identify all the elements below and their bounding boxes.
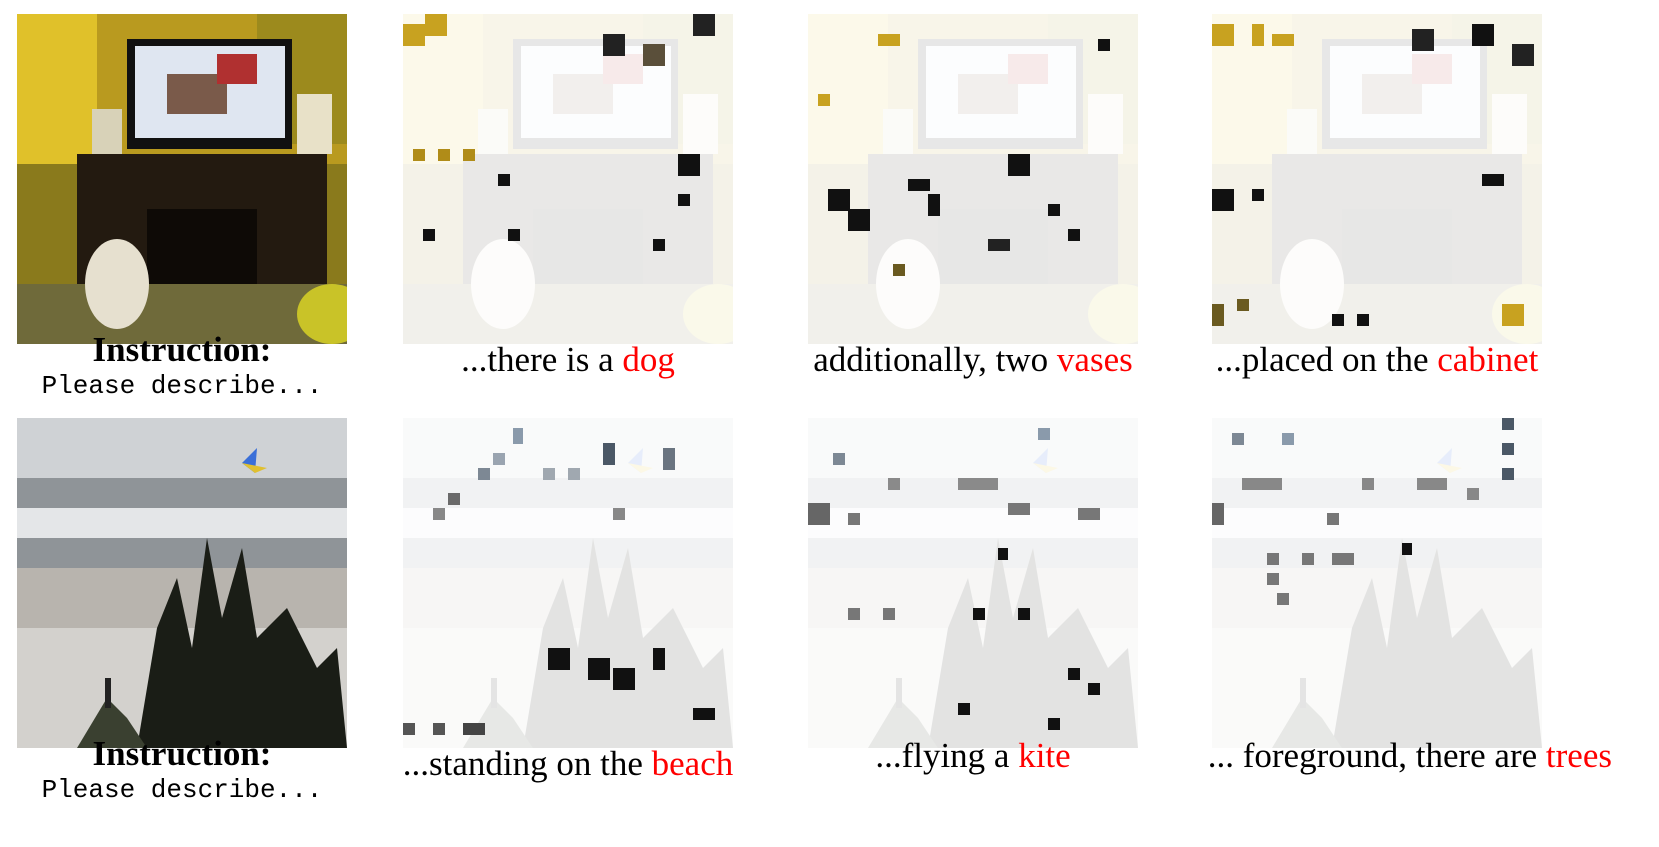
keyword-cabinet: cabinet bbox=[1437, 340, 1539, 379]
caption-cabinet: ...placed on the cabinet bbox=[1215, 340, 1539, 379]
masked-image-trees bbox=[1212, 418, 1542, 748]
keyword-dog: dog bbox=[622, 340, 675, 379]
masked-image-beach bbox=[403, 418, 733, 748]
instruction-title: Instruction: bbox=[92, 734, 272, 773]
keyword-beach: beach bbox=[651, 744, 734, 783]
masked-image-vases bbox=[808, 14, 1138, 344]
keyword-trees: trees bbox=[1545, 736, 1612, 775]
caption-beach: ...standing on the beach bbox=[402, 744, 734, 783]
masked-image-kite bbox=[808, 418, 1138, 748]
keyword-vases: vases bbox=[1056, 340, 1133, 379]
caption-vases: additionally, two vases bbox=[813, 340, 1133, 379]
instruction-title: Instruction: bbox=[92, 330, 272, 369]
original-image-beach bbox=[17, 418, 347, 748]
instruction-row-1: Instruction: Please describe... bbox=[17, 330, 347, 402]
instruction-text: Please describe... bbox=[41, 775, 323, 805]
caption-dog: ...there is a dog bbox=[461, 340, 675, 379]
instruction-text: Please describe... bbox=[41, 371, 323, 401]
caption-trees: ... foreground, there are trees bbox=[1207, 736, 1612, 775]
keyword-kite: kite bbox=[1018, 736, 1071, 775]
instruction-row-2: Instruction: Please describe... bbox=[17, 734, 347, 806]
caption-kite: ...flying a kite bbox=[875, 736, 1071, 775]
masked-image-dog bbox=[403, 14, 733, 344]
original-image-living-room bbox=[17, 14, 347, 344]
masked-image-cabinet bbox=[1212, 14, 1542, 344]
